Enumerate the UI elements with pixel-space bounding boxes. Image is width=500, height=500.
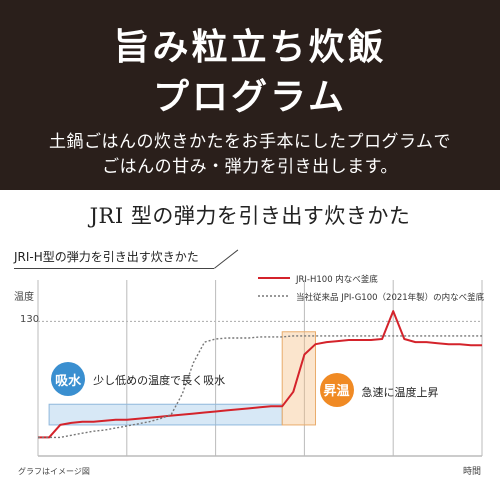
x-axis-label: 時間 [463,466,481,477]
hero-subtitle-line2: ごはんの甘み・弾力を引き出します。 [102,157,398,177]
y-axis-label: 温度 [14,290,34,303]
legend-label-0: JRI-H100 内なべ釜底 [295,274,378,285]
hero-title-line2: プログラム [153,76,347,118]
phase-badge-absorb: 吸水 [51,362,86,397]
hero-title-line1: 旨み粒立ち炊飯 [113,26,387,68]
hero-subtitle-line1: 土鍋ごはんの炊きかたをお手本にしたプログラムで [49,132,451,152]
series-lines [38,310,482,439]
legend-label-1: 当社従来品 JPI-G100（2021年製）の内なべ釜底 [296,292,485,303]
hero-banner: 旨み粒立ち炊飯 プログラム 土鍋ごはんの炊きかたをお手本にしたプログラムで ごは… [0,0,500,190]
chart-title-underline [14,268,214,269]
chart-title-underline-slant [214,249,239,269]
section-heading: JRI 型の弾力を引き出す炊きかた [89,204,411,228]
grid [37,280,483,457]
y-tick-label-130: 130 [20,314,39,325]
phase-area-1 [281,331,317,426]
chart-title: JRI-H型の弾力を引き出す炊きかた [14,250,199,264]
series-line-0 [38,310,482,439]
phase-description-absorb: 少し低めの温度で長く吸水 [93,374,226,388]
phase-description-heat-up: 急速に温度上昇 [361,385,439,399]
phase-badge-heat-up: 昇温 [319,372,354,407]
chart-note: グラフはイメージ図 [18,466,90,476]
